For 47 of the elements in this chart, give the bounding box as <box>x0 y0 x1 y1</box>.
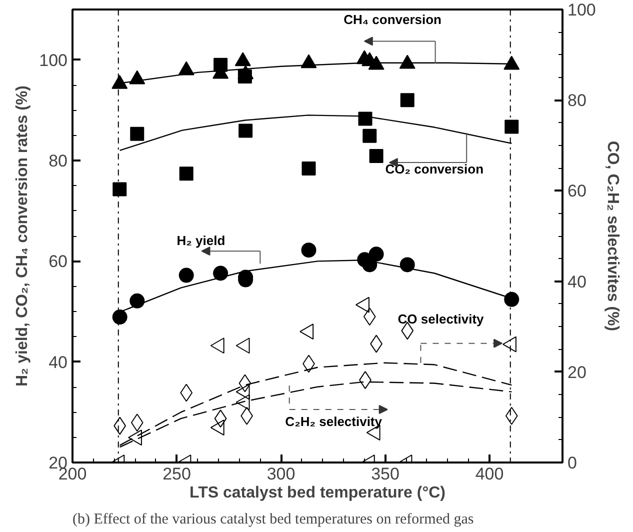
point <box>179 166 194 181</box>
point <box>504 292 520 307</box>
text: (b) Effect of the various catalyst bed temperatures on reformed gas <box>72 512 474 528</box>
y-tick-label: 100 <box>39 50 68 70</box>
point <box>214 58 228 72</box>
point <box>400 93 414 108</box>
point <box>302 162 316 176</box>
point <box>238 69 252 84</box>
x-tick-label: 250 <box>162 464 191 484</box>
x-axis-title: LTS catalyst bed temperature (°C) <box>190 484 446 502</box>
point <box>130 293 145 308</box>
point <box>368 56 384 70</box>
y2-tick-label: 60 <box>568 182 586 201</box>
y-tick-label: 60 <box>48 252 68 272</box>
point <box>368 246 384 262</box>
point <box>504 120 519 134</box>
point <box>400 257 415 272</box>
point <box>129 70 146 84</box>
y-axis-title: H₂ yield, CO₂, CH₄ conversion rates (%) <box>14 85 32 387</box>
x-tick-label: 350 <box>371 464 400 484</box>
x-tick-label: 300 <box>266 464 296 484</box>
y2-tick-label: 40 <box>568 272 586 292</box>
point <box>358 112 372 126</box>
y2-axis-title: CO, C₂H₂ selectivites (%) <box>604 140 621 332</box>
point <box>301 242 316 258</box>
series-label: C₂H₂ selectivity <box>285 414 383 429</box>
series-label: CO selectivity <box>398 312 485 327</box>
y2-tick-label: 20 <box>568 362 586 382</box>
series-label: H₂ yield <box>176 233 226 248</box>
point <box>213 266 228 281</box>
point <box>238 124 253 138</box>
y-tick-label: 40 <box>48 352 68 372</box>
y2-tick-label: 100 <box>568 0 596 20</box>
series-label: CO₂ conversion <box>385 162 484 177</box>
y-tick-label: 80 <box>48 152 68 170</box>
point <box>112 310 128 325</box>
point <box>234 52 251 66</box>
y2-tick-label: 0 <box>568 454 577 472</box>
y2-tick-label: 80 <box>568 91 586 110</box>
text: CH₄ conversion <box>344 12 442 28</box>
x-tick-label: 400 <box>475 464 504 484</box>
point <box>112 182 127 196</box>
point <box>362 128 377 143</box>
point <box>112 74 128 89</box>
point <box>369 148 384 163</box>
point <box>130 126 144 141</box>
point <box>178 268 194 283</box>
